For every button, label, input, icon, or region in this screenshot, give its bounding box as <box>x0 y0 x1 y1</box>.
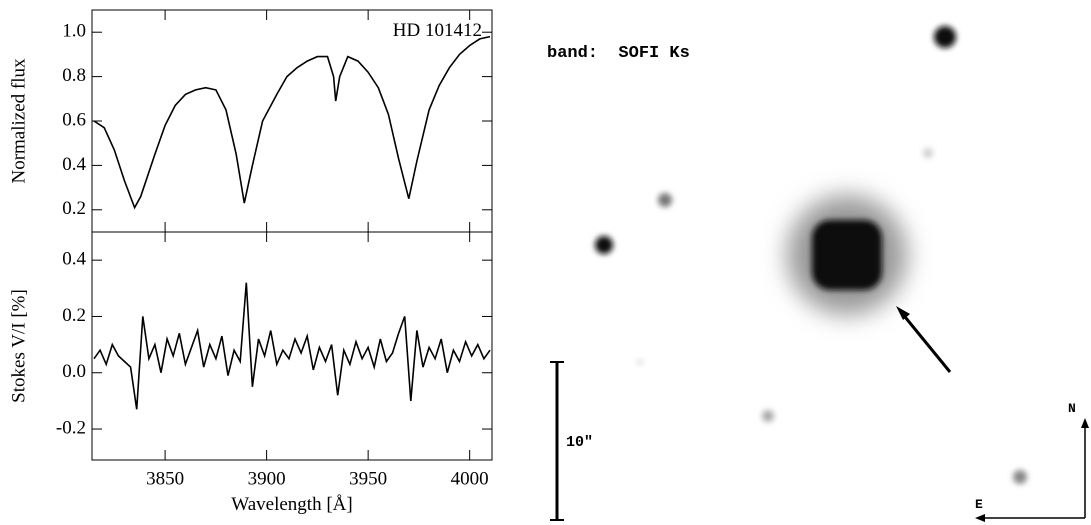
y-tick-label: 0.4 <box>62 154 86 175</box>
spectrum-panels: Normalized flux Stokes V/I [%] Wavelengt… <box>8 9 493 515</box>
y-tick-label: 0.2 <box>62 305 86 326</box>
north-label: N <box>1068 401 1076 416</box>
x-tick-label: 4000 <box>451 468 489 489</box>
scale-label: 10" <box>566 434 593 451</box>
x-axis-label: Wavelength [Å] <box>231 494 352 515</box>
arrow-head <box>1081 418 1089 428</box>
x-tick-label: 3950 <box>349 468 387 489</box>
y-tick-label: 0.8 <box>62 65 86 86</box>
band-label: band: SOFI Ks <box>547 44 690 63</box>
x-tick-label: 3900 <box>248 468 286 489</box>
arrow-head <box>896 306 910 320</box>
star <box>934 26 956 48</box>
x-tick-label: 3850 <box>146 468 184 489</box>
pointer-arrow <box>899 311 952 373</box>
east-label: E <box>975 497 983 512</box>
y-axis-label: Stokes V/I [%] <box>8 289 29 403</box>
spectrum-line <box>93 282 491 410</box>
star <box>923 148 933 158</box>
star <box>637 359 643 365</box>
sky-image: band: SOFI Ks 10" N E <box>547 26 1089 522</box>
annotation: HD 101412 <box>393 20 482 41</box>
y-tick-label: -0.2 <box>56 417 86 438</box>
y-tick-label: 0.4 <box>62 249 86 270</box>
plot-frame <box>91 9 493 233</box>
arrow-head <box>975 514 985 522</box>
star <box>812 220 882 290</box>
y-axis-label: Normalized flux <box>8 58 29 184</box>
spectrum-line <box>93 35 491 210</box>
star <box>595 236 613 254</box>
star <box>762 410 774 422</box>
star <box>658 193 672 207</box>
y-tick-label: 0.6 <box>62 109 86 130</box>
y-tick-label: 1.0 <box>62 21 86 42</box>
y-tick-label: 0.2 <box>62 198 86 219</box>
star <box>1013 470 1027 484</box>
y-tick-label: 0.0 <box>62 361 86 382</box>
plot-frame <box>91 231 493 461</box>
